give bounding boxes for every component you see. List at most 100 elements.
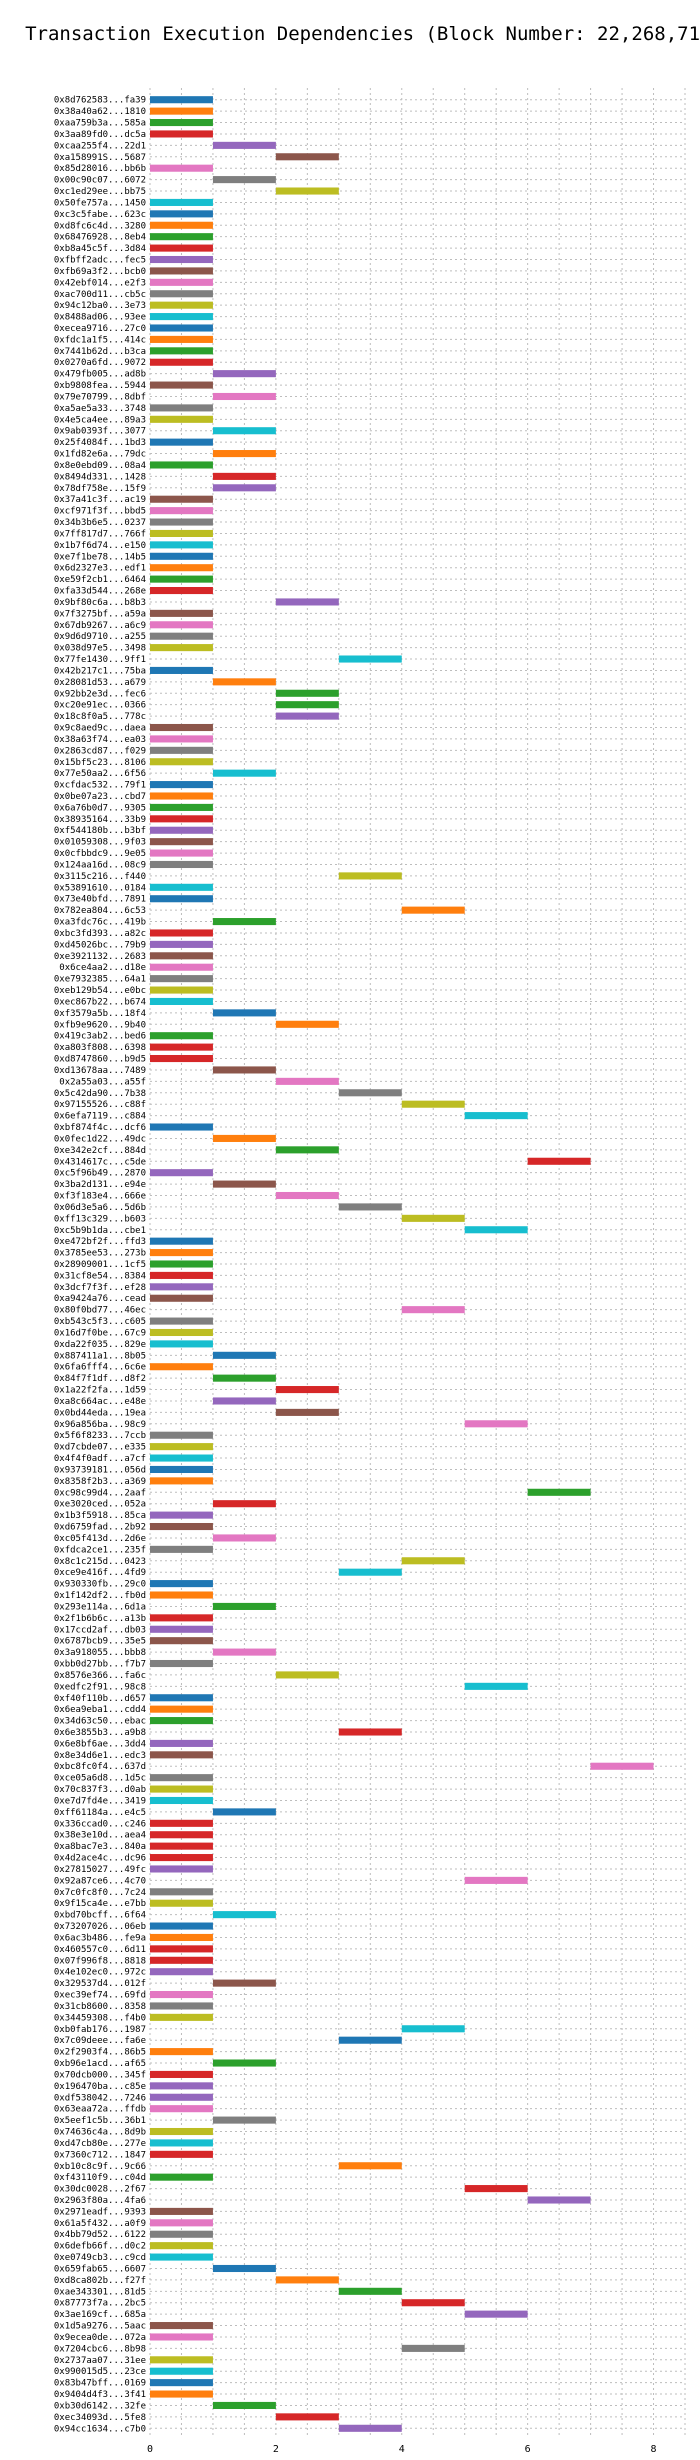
y-tick-label: 0xc1ed29ee...bb75 [54, 187, 146, 197]
y-tick-label: 0xf3f183e4...666e [54, 1192, 146, 1202]
y-tick-label: 0x2737aa07...31ee [54, 2356, 146, 2366]
execution-bar [275, 1671, 339, 1679]
execution-bar [275, 712, 339, 720]
y-tick-label: 0xb96e1acd...af65 [54, 2059, 146, 2069]
execution-bar [150, 2093, 213, 2101]
execution-bar [150, 2356, 213, 2364]
execution-bar [150, 575, 213, 583]
execution-bar [212, 472, 276, 480]
y-tick-label: 0x2a55a03...a55f [59, 1077, 146, 1087]
execution-bar [212, 427, 276, 435]
execution-bar [275, 701, 339, 709]
y-tick-label: 0xd6759fad...2b92 [54, 1523, 146, 1533]
execution-bar [150, 541, 213, 549]
y-tick-label: 0xce9e416f...4fd9 [54, 1568, 146, 1578]
execution-bar [150, 1363, 213, 1371]
y-tick-label: 0x38935164...33b9 [54, 815, 146, 825]
execution-bar [212, 1009, 276, 1017]
execution-bar [275, 1077, 339, 1085]
execution-bar [527, 2196, 591, 2204]
execution-bar [150, 735, 213, 743]
y-tick-label: 0xc5b9b1da...cbe1 [54, 1226, 146, 1236]
execution-bar [150, 792, 213, 800]
y-tick-label: 0xce05a6d8...1d5c [54, 1774, 146, 1784]
y-tick-label: 0x0bd44eda...19ea [54, 1408, 146, 1418]
execution-bar [150, 860, 213, 869]
execution-bar [150, 2048, 213, 2056]
execution-bar [338, 2036, 402, 2044]
y-tick-label: 0xc98c99d4...2aaf [54, 1488, 146, 1498]
y-tick-label: 0x6efa7119...c884 [54, 1112, 146, 1122]
execution-bar [527, 1488, 591, 1496]
y-tick-label: 0x0fec1d22...49dc [54, 1134, 146, 1144]
y-tick-label: 0x42ebf014...e2f3 [54, 278, 146, 288]
y-tick-label: 0x1b3f5918...85ca [54, 1511, 146, 1521]
y-tick-label: 0x06d3e5a6...5d6b [54, 1203, 146, 1213]
execution-bar [150, 1169, 213, 1177]
y-tick-label: 0x659fab65...6607 [54, 2264, 146, 2274]
execution-bar [212, 2401, 276, 2410]
execution-bar [150, 849, 213, 857]
execution-bar [150, 997, 213, 1006]
x-tick-label: 0 [147, 2444, 153, 2455]
execution-bar [150, 404, 213, 412]
y-tick-label: 0xd8747860...b9d5 [54, 1055, 146, 1065]
y-tick-label: 0xd7cbde07...e335 [54, 1443, 146, 1453]
execution-bar [464, 1420, 528, 1428]
y-tick-label: 0x34d63c50...ebac [54, 1717, 146, 1727]
y-tick-label: 0x67db9267...a6c9 [54, 621, 146, 631]
y-tick-label: 0x5c42da90...7b38 [54, 1089, 146, 1099]
y-tick-label: 0x5f6f8233...7ccb [54, 1431, 146, 1441]
y-tick-label: 0x419c3ab2...bed6 [54, 1032, 146, 1042]
execution-bar [150, 2219, 213, 2227]
execution-bar [150, 2333, 213, 2341]
execution-bar [150, 2139, 213, 2147]
y-tick-label: 0xb0fab176...1987 [54, 2025, 146, 2035]
y-tick-label: 0x3a918055...bbb8 [54, 1648, 146, 1658]
y-tick-label: 0x329537d4...012f [54, 1979, 146, 1989]
execution-bar [150, 290, 213, 298]
execution-bar [150, 244, 213, 252]
y-tick-label: 0x28081d53...a679 [54, 678, 146, 688]
execution-bar [150, 1739, 213, 1747]
y-tick-label: 0xd8fc6c4d...3280 [54, 221, 146, 231]
execution-bar [150, 2127, 213, 2136]
execution-bar [150, 233, 213, 241]
execution-bar [150, 1317, 213, 1325]
execution-bar [150, 1522, 213, 1531]
execution-bar [150, 1123, 213, 1131]
y-tick-label: 0xd8ca802b...f27f [54, 2276, 146, 2286]
y-tick-label: 0x31cf8e54...8384 [54, 1271, 146, 1281]
execution-bar [150, 1294, 213, 1302]
execution-bar [212, 1066, 276, 1074]
x-tick-labels: 0 2 4 6 8 [147, 2444, 657, 2455]
execution-bar [275, 689, 339, 697]
execution-bar [150, 96, 213, 104]
execution-bar [212, 918, 276, 926]
execution-bar [464, 1682, 528, 1690]
execution-bar [150, 1785, 213, 1793]
y-tick-label: 0x61a5f432...a0f9 [54, 2219, 146, 2229]
y-tick-label: 0xf40f110b...d657 [54, 1694, 146, 1704]
execution-bar [212, 2116, 276, 2124]
execution-bar [401, 1557, 465, 1565]
y-tick-label: 0x336ccad0...c246 [54, 1819, 146, 1829]
execution-bar [150, 1831, 213, 1839]
y-tick-label: 0x1a22f2fa...1d59 [54, 1386, 146, 1396]
y-tick-label: 0x8c1c215d...0423 [54, 1557, 146, 1567]
execution-bar [212, 1602, 276, 1610]
execution-bar [150, 1751, 213, 1759]
execution-bar [401, 2025, 465, 2033]
y-tick-label: 0x63eaa72a...ffdb [54, 2105, 146, 2115]
y-tick-label: 0x83b47bff...0169 [54, 2379, 146, 2389]
y-tick-label: 0x94c12ba0...3e73 [54, 301, 146, 311]
execution-bar [212, 176, 276, 184]
execution-bar [150, 1032, 213, 1040]
execution-bar [150, 1580, 213, 1588]
y-tick-label: 0x9bf80c6a...b8b3 [54, 598, 146, 608]
execution-bar [150, 210, 213, 218]
execution-bar [150, 1774, 213, 1782]
y-tick-label: 0xfdc1a1f5...414c [54, 335, 146, 345]
chart-title: Transaction Execution Dependencies (Bloc… [25, 23, 700, 45]
y-tick-label: 0xfbff2adc...fec5 [54, 256, 146, 266]
